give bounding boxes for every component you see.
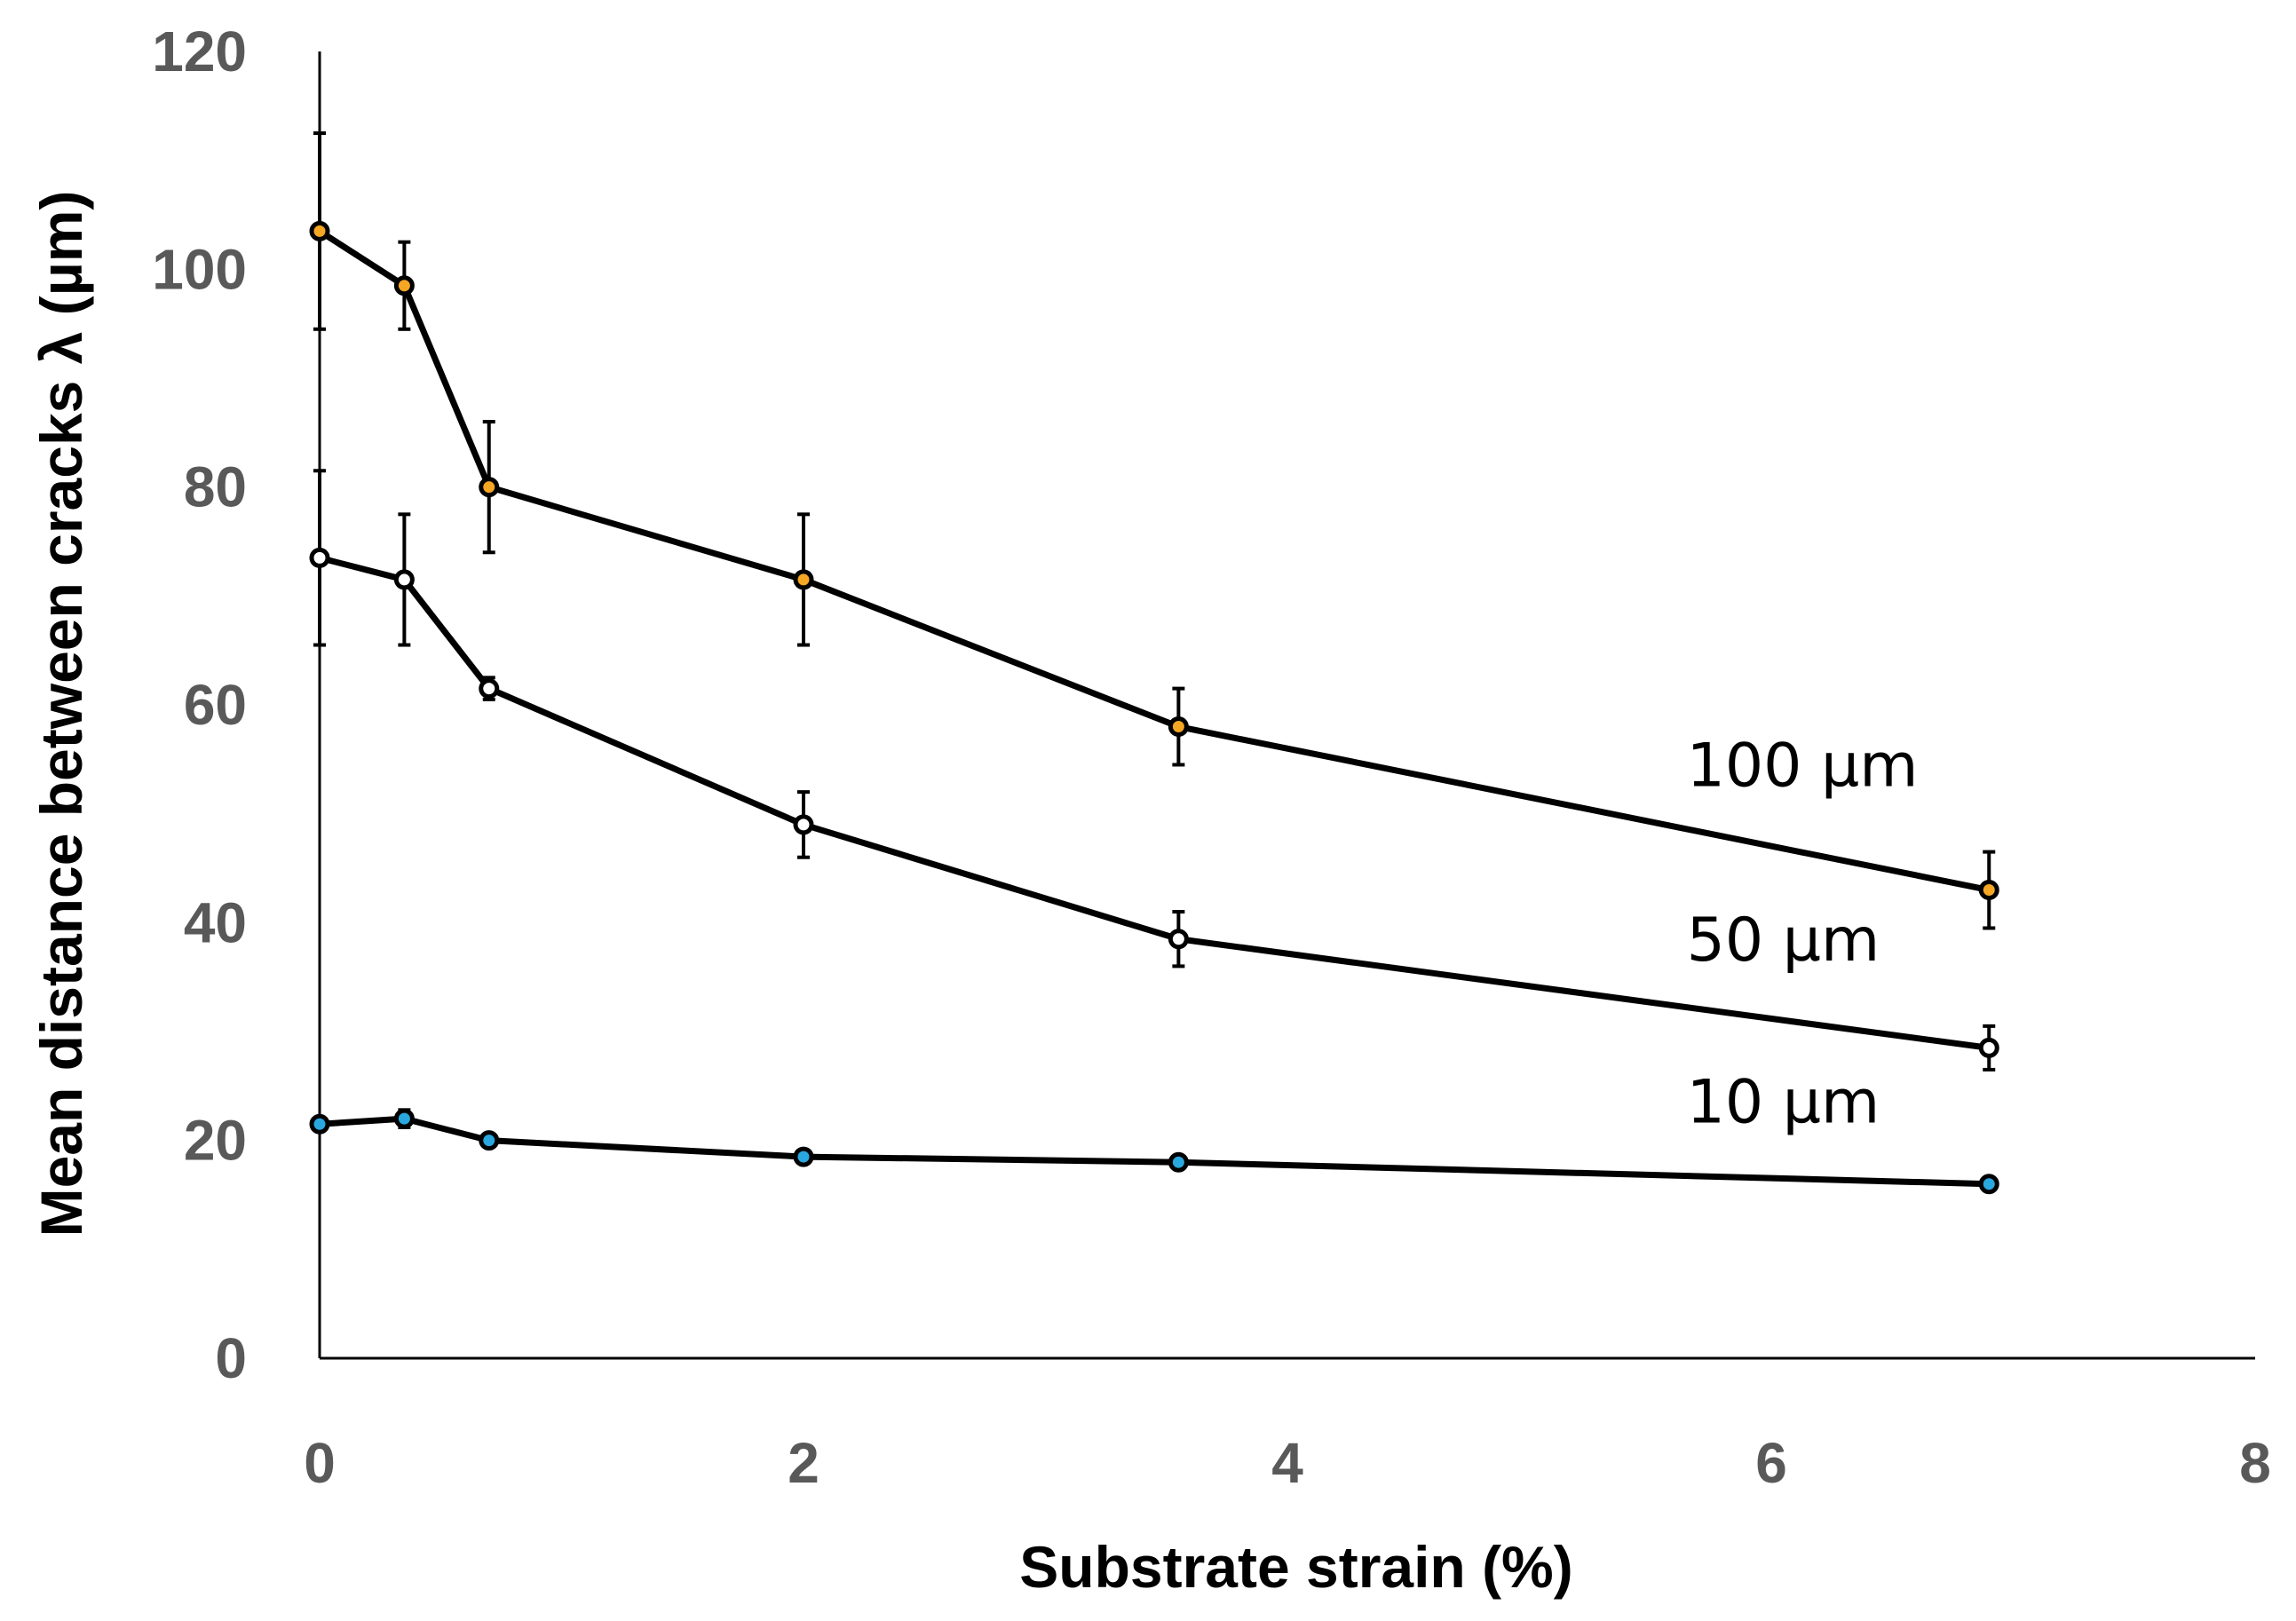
y-tick-label: 80: [184, 455, 247, 519]
data-point: [479, 477, 500, 498]
data-point: [309, 1113, 330, 1135]
y-tick-label: 40: [184, 890, 247, 954]
series-line: [318, 228, 1990, 893]
data-point: [793, 569, 814, 590]
y-tick-label: 60: [184, 673, 247, 737]
data-point: [393, 1108, 415, 1129]
data-point: [479, 678, 500, 700]
y-tick-labels: 0 20 40 60 80 100 120: [152, 20, 247, 1390]
series-2: 10 µm: [309, 1067, 1999, 1195]
data-point: [1978, 1037, 1999, 1058]
x-axis-title: Substrate strain (%): [1019, 1534, 1572, 1600]
data-point: [309, 220, 330, 241]
data-point: [1168, 929, 1189, 950]
x-tick-label: 4: [1271, 1431, 1303, 1495]
series-label: 50 µm: [1687, 905, 1880, 976]
data-point: [393, 569, 415, 590]
data-point: [1978, 880, 1999, 901]
x-tick-label: 6: [1755, 1431, 1787, 1495]
data-point: [393, 275, 415, 297]
series-line: [319, 1115, 1990, 1188]
y-axis-title: Mean distance between cracks λ (µm): [28, 191, 94, 1237]
y-tick-label: 120: [152, 20, 247, 83]
series-label: 10 µm: [1687, 1067, 1880, 1137]
x-tick-label: 2: [788, 1431, 819, 1495]
data-point: [793, 814, 814, 835]
data-point: [479, 1130, 500, 1151]
x-tick-label: 0: [304, 1431, 336, 1495]
series-line: [319, 555, 1990, 1051]
y-tick-label: 0: [215, 1326, 247, 1390]
series-layer: 100 µm 50 µm 10 µm: [309, 131, 1999, 1195]
data-point: [793, 1146, 814, 1167]
data-point: [1168, 1151, 1189, 1173]
data-point: [1978, 1174, 1999, 1195]
series-0: 100 µm: [309, 131, 1999, 930]
x-tick-label: 8: [2239, 1431, 2271, 1495]
series-1: 50 µm: [309, 469, 1999, 1071]
y-tick-label: 100: [152, 237, 247, 301]
data-point: [309, 547, 330, 568]
data-point: [1168, 716, 1189, 738]
x-tick-labels: 0 2 4 6 8: [304, 1431, 2271, 1495]
series-label: 100 µm: [1687, 731, 1919, 802]
y-tick-label: 20: [184, 1109, 247, 1173]
